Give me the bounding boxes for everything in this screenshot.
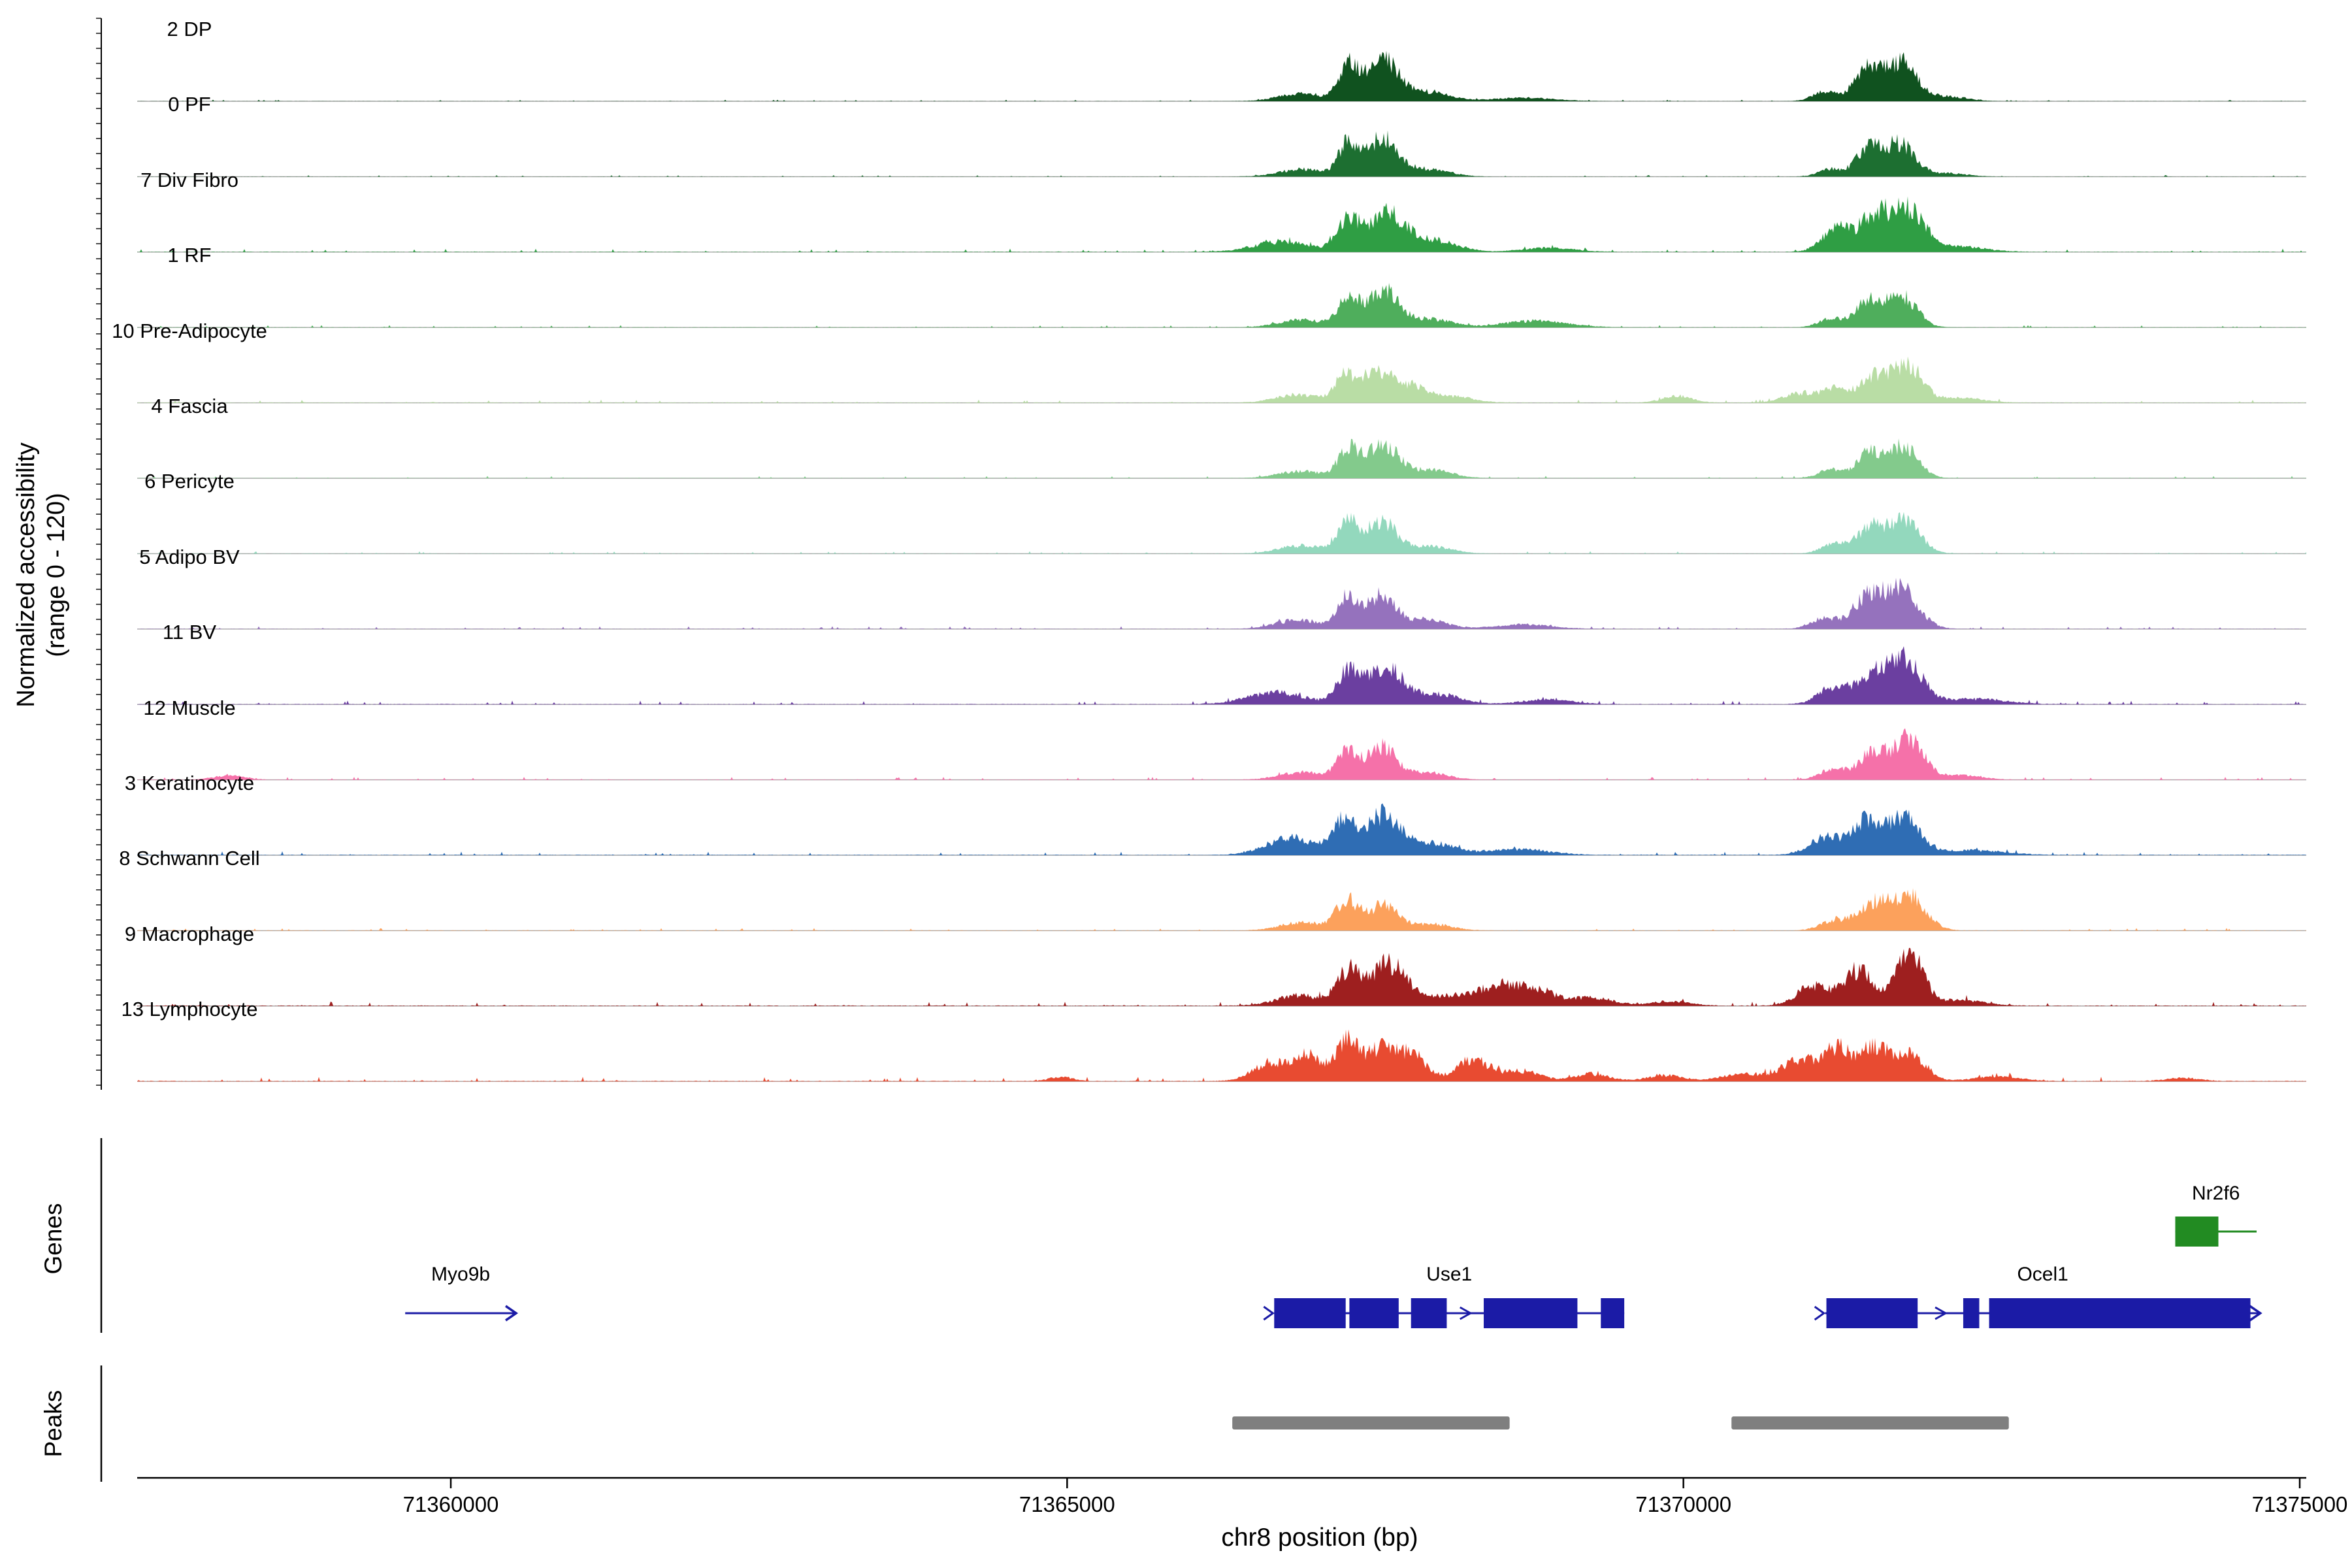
gene-end-arrow-ocel1 (2249, 1305, 2262, 1322)
track-label-3-keratinocyte: 3 Keratinocyte (124, 772, 255, 794)
signal-10-pre-adipocyte (137, 356, 2306, 403)
x-tick-label-71360000: 71360000 (402, 1492, 499, 1516)
signal-12-muscle (137, 728, 2306, 780)
gene-exon-ocel1 (1826, 1298, 1918, 1328)
signal-0-pf (137, 130, 2306, 177)
gene-exon-use1 (1601, 1298, 1625, 1328)
signal-11-bv (137, 646, 2306, 705)
gene-exon-ocel1 (1963, 1298, 1980, 1328)
signal-1-rf (137, 283, 2306, 328)
track-label-1-rf: 1 RF (167, 244, 212, 267)
track-label-10-pre-adipocyte: 10 Pre-Adipocyte (112, 319, 267, 342)
gene-exon-use1 (1349, 1298, 1399, 1328)
gene-label-use1: Use1 (1426, 1264, 1473, 1285)
x-tick-label-71365000: 71365000 (1019, 1492, 1115, 1516)
gene-end-arrow-myo9b (505, 1305, 519, 1322)
signal-7-div-fibro (137, 196, 2306, 252)
signal-6-pericyte (137, 512, 2306, 554)
x-tick-label-71370000: 71370000 (1635, 1492, 1732, 1516)
signal-8-schwann-cell (137, 888, 2306, 931)
signal-3-keratinocyte (137, 803, 2306, 855)
track-label-6-pericyte: 6 Pericyte (144, 470, 235, 493)
peaks-section-label: Peaks (40, 1390, 67, 1458)
gene-exon-ocel1 (1989, 1298, 2251, 1328)
signal-9-macrophage (137, 947, 2306, 1006)
signal-2-dp (137, 50, 2306, 101)
gene-label-nr2f6: Nr2f6 (2192, 1183, 2240, 1204)
gene-exon-use1 (1274, 1298, 1346, 1328)
gene-start-arrow-ocel1 (1814, 1305, 1826, 1321)
track-label-2-dp: 2 DP (167, 18, 212, 41)
gene-exon-use1 (1411, 1298, 1447, 1328)
gene-exon-use1 (1484, 1298, 1578, 1328)
track-label-0-pf: 0 PF (168, 93, 211, 116)
track-label-12-muscle: 12 Muscle (143, 696, 236, 719)
track-label-4-fascia: 4 Fascia (151, 395, 228, 417)
gene-strand-chevron-use1 (1459, 1306, 1473, 1320)
track-label-11-bv: 11 BV (162, 621, 217, 644)
signal-13-lymphocyte (137, 1029, 2306, 1082)
genes-section-label: Genes (40, 1203, 67, 1275)
peak-bar-1 (1232, 1416, 1510, 1429)
track-label-13-lymphocyte: 13 Lymphocyte (121, 998, 258, 1021)
gene-start-arrow-use1 (1263, 1305, 1275, 1321)
track-label-5-adipo-bv: 5 Adipo BV (139, 545, 240, 568)
x-tick-label-71375000: 71375000 (2251, 1492, 2348, 1516)
track-label-9-macrophage: 9 Macrophage (124, 922, 255, 945)
x-axis-title: chr8 position (bp) (1221, 1524, 1418, 1552)
peak-bar-2 (1731, 1416, 2009, 1429)
track-label-7-div-fibro: 7 Div Fibro (140, 168, 238, 191)
signal-4-fascia (137, 438, 2306, 478)
gene-strand-chevron-ocel1 (1935, 1306, 1948, 1320)
gene-exon-nr2f6 (2175, 1217, 2219, 1247)
signal-5-adipo-bv (137, 578, 2306, 629)
gene-label-ocel1: Ocel1 (2017, 1264, 2068, 1285)
track-label-8-schwann-cell: 8 Schwann Cell (119, 847, 260, 870)
gene-label-myo9b: Myo9b (431, 1264, 491, 1285)
